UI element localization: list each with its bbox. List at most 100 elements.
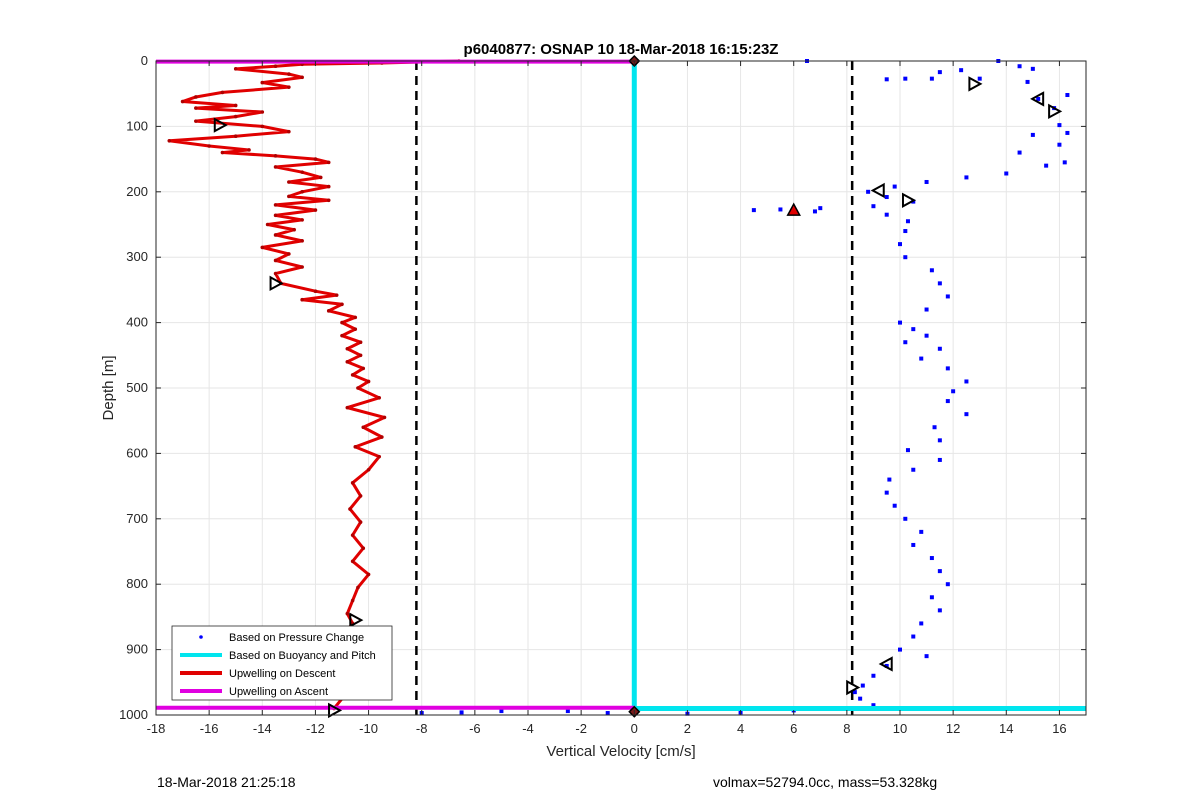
upwelling-descent-point [167,138,172,143]
upwelling-descent-point [345,360,350,364]
pressure-change-point [852,690,857,695]
pressure-change-point [871,204,876,209]
y-tick-label: 100 [126,118,148,133]
pressure-change-point [1062,160,1067,165]
pressure-change-point [565,709,570,714]
y-axis-label: Depth [m] [100,355,117,420]
upwelling-descent-point [273,64,278,69]
pressure-change-point [911,542,916,547]
chart-title: p6040877: OSNAP 10 18-Mar-2018 16:15:23Z [464,41,779,58]
pressure-change-point [929,268,934,273]
pressure-change-point [778,207,783,212]
pressure-change-point [945,582,950,587]
pressure-change-point [905,448,910,453]
pressure-change-point [929,595,934,600]
descent-marker-triangle [349,612,364,628]
legend-label: Based on Pressure Change [229,632,364,644]
pressure-change-point [945,399,950,404]
pressure-marker-triangle [870,182,885,199]
upwelling-descent-point [287,85,291,89]
pressure-change-point [884,195,889,200]
upwelling-descent-point [334,293,339,297]
pressure-change-point [1030,132,1035,137]
upwelling-descent-point [194,106,198,110]
pressure-change-point [858,696,863,701]
pressure-change-point [1004,171,1009,176]
footer-timestamp: 18-Mar-2018 21:25:18 [157,774,296,790]
pressure-change-point [818,206,823,211]
pressure-change-point [937,608,942,613]
upwelling-descent-point [300,75,304,80]
pressure-change-point [911,467,916,472]
upwelling-descent-point [233,114,238,119]
upwelling-descent-point [260,80,265,85]
pressure-change-point [1065,130,1070,135]
upwelling-descent-point [348,507,352,511]
y-tick-label: 800 [126,576,148,591]
x-tick-label: 0 [631,721,638,736]
pressure-change-point [945,294,950,299]
y-tick-label: 500 [126,380,148,395]
x-tick-label: 4 [737,721,744,736]
pressure-change-point [911,634,916,639]
upwelling-descent-point [194,95,198,99]
pressure-change-point [459,710,464,715]
pressure-change-point [903,229,908,234]
pressure-change-point [898,242,902,247]
upwelling-descent-point [300,239,304,243]
pressure-change-point [911,327,916,332]
pressure-change-point [1030,66,1035,71]
descent-marker-triangle [328,702,343,719]
upwelling-descent-point [382,415,387,420]
x-tick-label: -10 [359,721,378,736]
upwelling-descent-point [380,435,384,439]
upwelling-descent-point [350,481,355,485]
upwelling-descent-point [265,222,270,227]
upwelling-descent-point [353,315,358,320]
x-tick-label: -16 [200,721,219,736]
pressure-marker-triangle [846,679,861,696]
upwelling-descent-point [233,103,238,108]
y-tick-label: 1000 [119,707,148,722]
upwelling-descent-point [340,302,344,307]
upwelling-descent-point [313,208,318,212]
upwelling-descent-point [300,265,304,269]
upwelling-descent-point [260,110,265,114]
pressure-change-point [905,219,910,224]
x-tick-label: 10 [893,721,907,736]
upwelling-descent-point [350,533,355,537]
pressure-change-point [903,255,908,260]
pressure-change-point [884,212,889,217]
pressure-change-point [866,189,871,194]
pressure-change-point [964,379,969,384]
upwelling-descent-point [247,148,251,152]
threshold-lines [415,61,854,715]
y-tick-label: 0 [141,53,148,68]
footer-volmax-mass: volmax=52794.0cc, mass=53.328kg [713,774,938,790]
pressure-change-point [903,516,908,521]
upwelling-descent-point [361,425,366,430]
upwelling-descent-point [300,190,304,194]
upwelling-descent-point [361,366,366,371]
upwelling-descent-point [260,245,265,250]
pressure-change-point [924,179,929,184]
upwelling-descent-point [361,546,366,551]
x-tick-label: -4 [522,721,534,736]
upwelling-descent-point [300,170,304,174]
upwelling-descent-point [318,175,323,180]
pressure-change-point [903,76,908,81]
x-tick-label: 14 [999,721,1013,736]
pressure-change-point [937,346,942,351]
descent-marker-triangle [269,275,284,292]
x-tick-label: -14 [253,721,272,736]
upwelling-descent-point [287,72,291,76]
pressure-change-point [751,208,756,213]
upwelling-descent-point [287,194,291,199]
legend-box [171,625,393,701]
upwelling-descent-point [366,467,371,472]
upwelling-descent-point [350,373,355,377]
legend-label: Upwelling on Descent [229,668,335,680]
pressure-change-point [1057,123,1062,128]
pressure-change-point [1025,79,1030,84]
